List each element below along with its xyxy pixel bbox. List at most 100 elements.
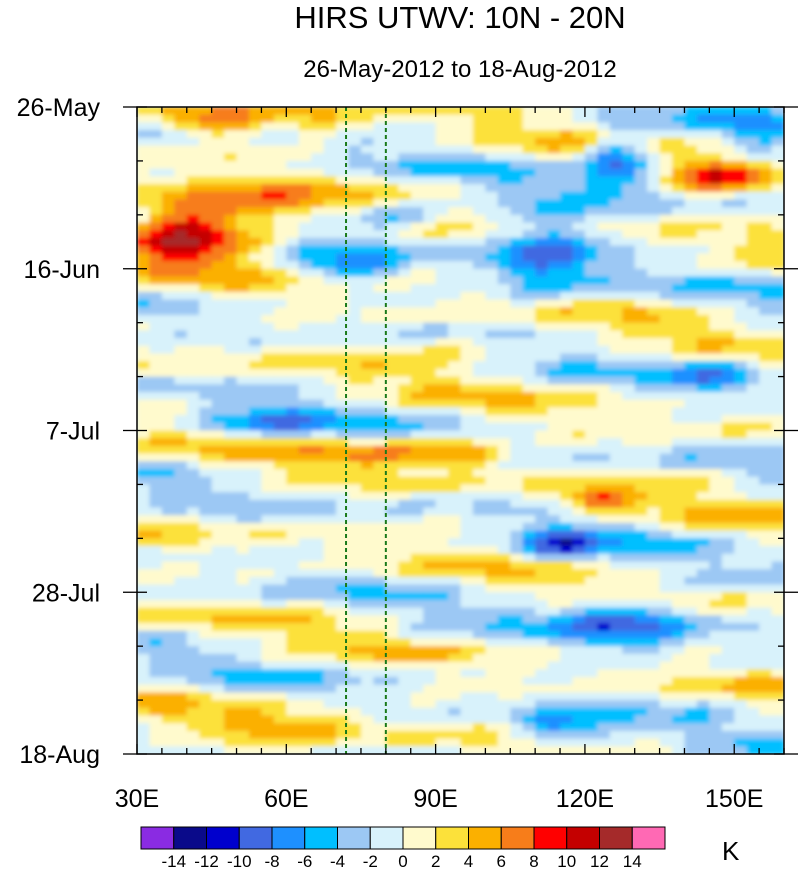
- heat-cell: [746, 184, 760, 193]
- heat-cell: [149, 715, 163, 724]
- heat-cell: [336, 700, 350, 709]
- heat-cell: [298, 314, 312, 324]
- heat-cell: [759, 438, 773, 447]
- heat-cell: [199, 623, 213, 632]
- heat-cell: [746, 153, 760, 162]
- heat-cell: [647, 738, 661, 747]
- heat-cell: [634, 638, 648, 647]
- heat-cell: [771, 623, 784, 632]
- heat-cell: [734, 176, 748, 185]
- heat-cell: [734, 676, 748, 686]
- heat-cell: [137, 723, 151, 732]
- heat-cell: [248, 676, 263, 686]
- heat-cell: [398, 461, 412, 470]
- heat-cell: [224, 214, 238, 224]
- heat-cell: [696, 407, 710, 416]
- heat-cell: [248, 661, 263, 670]
- heat-cell: [248, 592, 263, 601]
- heat-cell: [137, 322, 151, 331]
- heat-cell: [348, 145, 362, 154]
- heat-cell: [584, 430, 598, 439]
- heat-cell: [273, 653, 287, 663]
- heat-cell: [199, 222, 213, 231]
- heat-cell: [684, 245, 698, 254]
- heat-cell: [348, 214, 362, 224]
- heat-cell: [311, 399, 325, 408]
- heat-cell: [696, 268, 710, 278]
- heat-cell: [336, 530, 350, 539]
- heat-cell: [771, 507, 784, 516]
- heat-cell: [622, 469, 636, 478]
- heat-cell: [584, 723, 598, 732]
- heat-cell: [360, 684, 374, 693]
- heat-cell: [485, 384, 499, 393]
- heat-cell: [485, 661, 499, 670]
- heat-cell: [398, 700, 412, 709]
- heat-cell: [336, 145, 350, 154]
- heat-cell: [522, 561, 536, 570]
- heat-cell: [398, 199, 412, 208]
- heat-cell: [771, 307, 784, 316]
- heat-cell: [398, 469, 412, 478]
- heat-cell: [510, 368, 524, 378]
- heat-cell: [584, 261, 598, 270]
- heat-cell: [311, 407, 325, 416]
- heat-cell: [360, 515, 374, 524]
- heat-cell: [273, 730, 287, 740]
- heat-cell: [771, 199, 784, 208]
- heat-cell: [323, 522, 337, 532]
- heat-cell: [323, 237, 337, 247]
- heat-cell: [472, 284, 486, 293]
- heat-cell: [460, 422, 474, 432]
- heat-cell: [360, 569, 374, 578]
- heat-cell: [248, 653, 263, 663]
- heat-cell: [659, 253, 673, 262]
- heat-cell: [572, 307, 586, 316]
- heat-cell: [672, 592, 686, 601]
- heat-cell: [448, 746, 462, 754]
- heat-cell: [137, 445, 151, 455]
- heat-cell: [161, 299, 175, 308]
- heat-cell: [734, 107, 748, 116]
- heat-cell: [510, 153, 524, 162]
- heat-cell: [684, 376, 698, 385]
- heat-cell: [771, 184, 784, 193]
- heat-cell: [261, 145, 275, 154]
- heat-cell: [609, 707, 623, 717]
- heat-cell: [224, 153, 238, 162]
- heat-cell: [734, 253, 748, 262]
- heat-cell: [709, 707, 723, 717]
- heat-cell: [734, 222, 748, 231]
- heat-cell: [273, 492, 287, 501]
- heat-cell: [634, 253, 648, 262]
- heat-cell: [137, 746, 151, 754]
- heat-cell: [161, 230, 175, 239]
- heat-cell: [609, 430, 623, 439]
- heat-cell: [360, 353, 374, 362]
- heat-cell: [286, 569, 300, 578]
- heat-cell: [360, 253, 374, 262]
- heat-cell: [435, 569, 449, 578]
- heat-cell: [336, 461, 350, 470]
- heat-cell: [323, 592, 337, 601]
- heat-cell: [248, 122, 263, 131]
- heat-cell: [684, 438, 698, 447]
- heat-cell: [186, 261, 200, 270]
- heat-cell: [746, 623, 760, 632]
- heat-cell: [224, 546, 238, 555]
- heat-cell: [199, 338, 213, 347]
- heat-cell: [609, 561, 623, 570]
- heat-cell: [423, 137, 437, 147]
- heat-cell: [647, 461, 661, 470]
- heat-cell: [348, 653, 362, 663]
- heat-cell: [510, 561, 524, 570]
- heat-cell: [410, 245, 424, 254]
- colorbar-swatch: [369, 826, 404, 850]
- heat-cell: [647, 122, 661, 131]
- heat-cell: [311, 630, 325, 640]
- heat-cell: [186, 507, 200, 516]
- heat-cell: [634, 492, 648, 501]
- heat-cell: [572, 623, 586, 632]
- heat-cell: [360, 176, 374, 185]
- heat-cell: [224, 661, 238, 670]
